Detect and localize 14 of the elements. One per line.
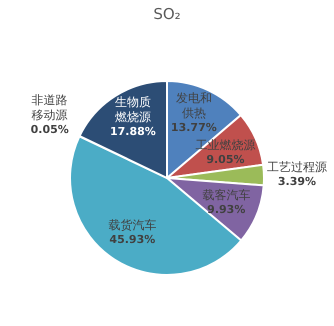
data-label: 45.93%	[109, 232, 156, 246]
slice-label: 非道路移动源	[32, 92, 68, 122]
data-label: 13.77%	[170, 120, 217, 134]
slice-label: 生物质燃烧源	[114, 94, 151, 124]
data-label: 9.93%	[207, 203, 246, 216]
data-label: 3.39%	[278, 175, 316, 188]
slice-label: 载客汽车	[202, 188, 250, 202]
slice-label: 发电和供热	[176, 90, 212, 120]
data-label: 17.88%	[110, 124, 156, 138]
data-label: 9.05%	[206, 152, 245, 166]
data-label: 0.05%	[30, 122, 69, 136]
slice-label: 工艺过程源	[266, 160, 327, 174]
slice-label: 载货汽车	[108, 218, 156, 232]
chart-title: SO₂	[153, 5, 181, 23]
